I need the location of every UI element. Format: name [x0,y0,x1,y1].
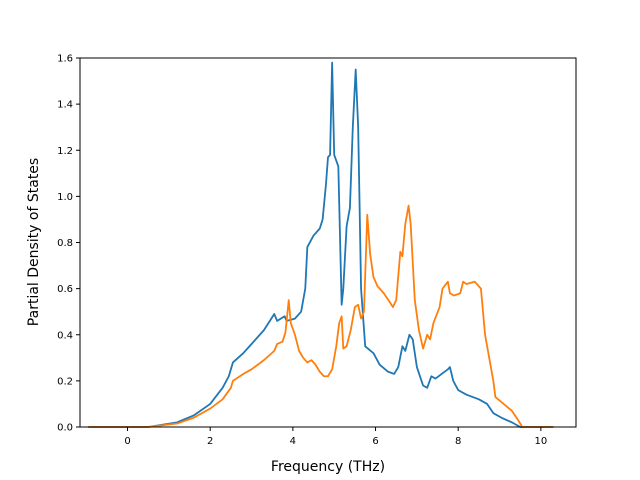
y-axis-label: Partial Density of States [26,158,42,326]
y-tick-label: 0.4 [57,330,73,341]
x-tick-label: 2 [207,436,213,447]
y-tick-label: 0.8 [57,238,73,249]
y-tick-label: 1.2 [57,146,73,157]
y-axis-ticks: 0.0 0.2 0.4 0.6 0.8 1.0 1.2 1.4 1.6 [57,54,80,434]
series-layer [88,61,554,428]
y-tick-label: 1.4 [57,100,73,111]
x-tick-label: 8 [455,436,461,447]
x-axis-label: Frequency (THz) [271,459,385,475]
x-axis-ticks: 0 2 4 6 8 10 [124,427,547,447]
y-tick-label: 0.0 [57,423,73,434]
x-tick-label: 6 [372,436,378,447]
y-tick-label: 0.6 [57,284,73,295]
x-tick-label: 4 [290,436,296,447]
series-line-1 [88,61,554,428]
y-tick-label: 1.0 [57,192,73,203]
x-tick-label: 0 [124,436,130,447]
y-tick-label: 1.6 [57,54,73,65]
y-tick-label: 0.2 [57,376,73,387]
series-line-2 [88,204,554,428]
plot-background [80,58,576,427]
x-tick-label: 10 [534,436,547,447]
